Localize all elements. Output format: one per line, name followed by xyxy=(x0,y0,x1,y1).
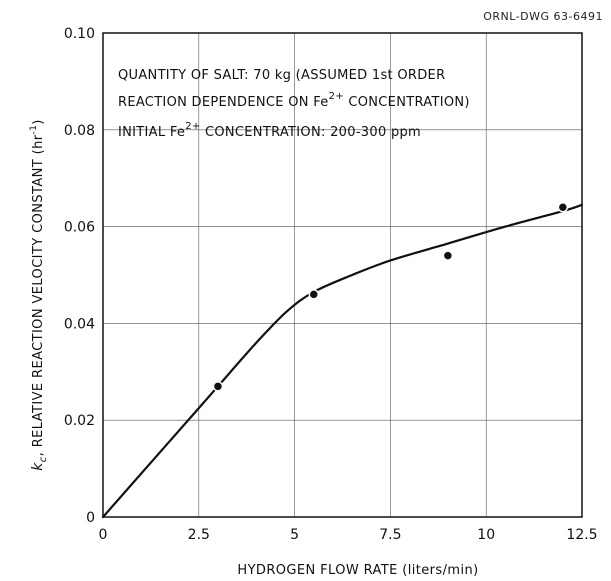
data-points xyxy=(212,201,569,392)
y-axis-ticks: 0 0.02 0.04 0.06 0.08 0.10 xyxy=(64,26,95,526)
x-tick-label: 5 xyxy=(290,527,299,543)
y-axis-title: kc, RELATIVE REACTION VELOCITY CONSTANT … xyxy=(29,119,49,471)
data-point xyxy=(557,201,569,213)
y-tick-label: 0.04 xyxy=(64,316,95,332)
x-tick-label: 7.5 xyxy=(379,527,401,543)
annotation-line-3-a: INITIAL Fe xyxy=(118,125,185,140)
y-tick-label: 0.10 xyxy=(64,26,95,42)
annotation-line-1: QUANTITY OF SALT: 70 kg (ASSUMED 1st ORD… xyxy=(118,68,445,83)
y-tick-label: 0 xyxy=(86,510,95,526)
data-point xyxy=(212,381,224,392)
curve-path xyxy=(101,203,584,519)
annotation-line-3: INITIAL Fe2+ CONCENTRATION: 200-300 ppm xyxy=(118,121,421,140)
y-axis-title-sub: c xyxy=(38,456,49,462)
y-tick-label: 0.02 xyxy=(64,413,95,429)
annotation-line-3-sup: 2+ xyxy=(185,121,200,132)
annotation-line-2-sup: 2+ xyxy=(329,91,344,102)
y-axis-title-rest: , RELATIVE REACTION VELOCITY CONSTANT (h… xyxy=(31,134,46,456)
y-tick-label: 0.06 xyxy=(64,220,95,236)
y-axis-title-exponent: -1 xyxy=(29,125,39,135)
y-axis-title-close: ) xyxy=(31,119,46,124)
x-axis-ticks: 0 2.5 5 7.5 10 12.5 xyxy=(99,527,598,543)
x-tick-label: 10 xyxy=(477,527,495,543)
plot-frame xyxy=(102,32,583,518)
x-tick-label: 0 xyxy=(99,527,108,543)
annotation-line-2-a: REACTION DEPENDENCE ON Fe xyxy=(118,95,329,110)
x-axis-title: HYDROGEN FLOW RATE (liters/min) xyxy=(237,563,478,578)
data-point xyxy=(442,250,454,261)
fitted-curve xyxy=(101,203,584,519)
annotation-box: QUANTITY OF SALT: 70 kg (ASSUMED 1st ORD… xyxy=(118,68,470,140)
data-point xyxy=(308,289,320,300)
annotation-line-2-b: CONCENTRATION) xyxy=(344,95,470,110)
y-tick-label: 0.08 xyxy=(64,123,95,139)
drawing-number: ORNL-DWG 63-6491 xyxy=(483,10,603,23)
annotation-line-2: REACTION DEPENDENCE ON Fe2+ CONCENTRATIO… xyxy=(118,91,470,110)
x-tick-label: 2.5 xyxy=(188,527,210,543)
x-tick-label: 12.5 xyxy=(566,527,597,543)
y-axis-title-k: k xyxy=(30,462,46,471)
annotation-line-3-b: CONCENTRATION: 200-300 ppm xyxy=(201,125,421,140)
